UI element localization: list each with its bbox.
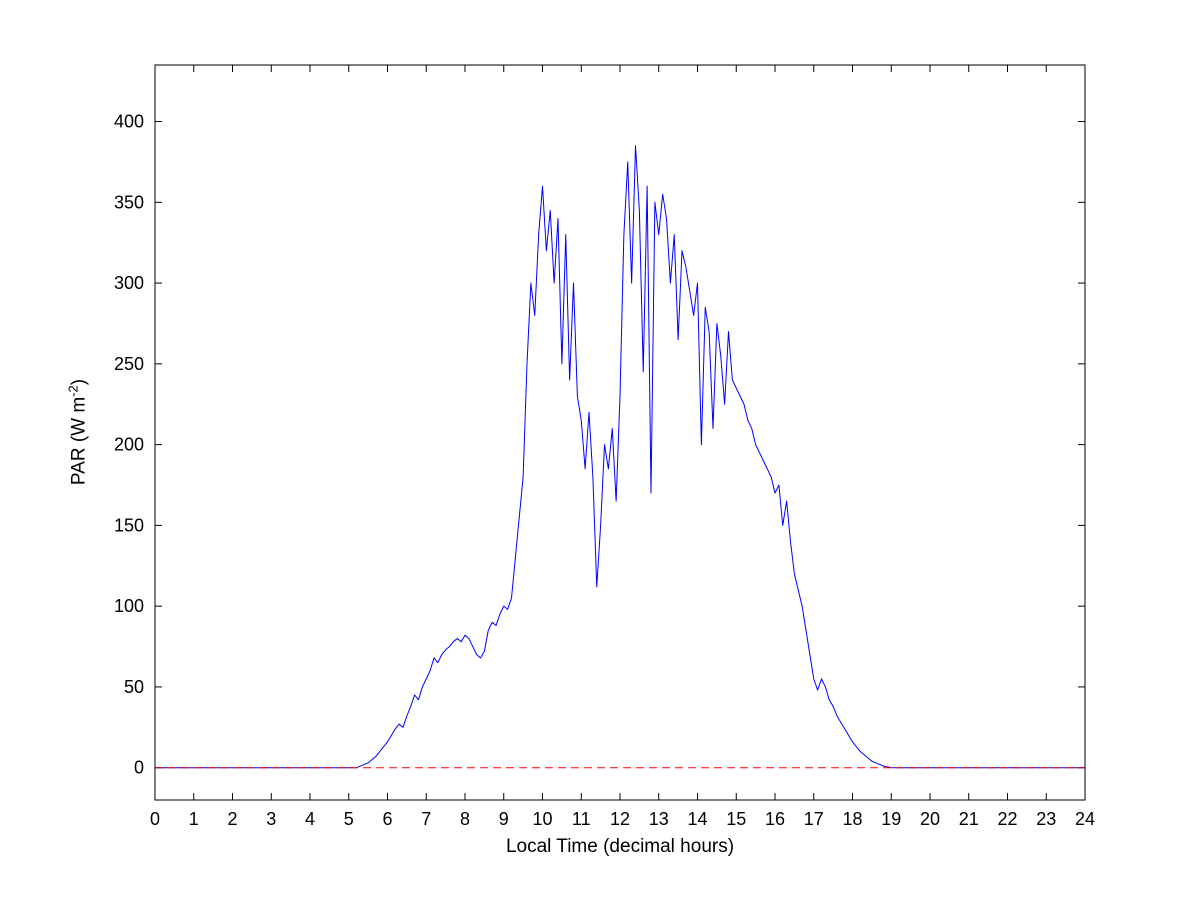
y-tick-label: 200 bbox=[114, 435, 144, 455]
x-tick-label: 19 bbox=[881, 809, 901, 829]
y-tick-label: 350 bbox=[114, 192, 144, 212]
x-tick-label: 14 bbox=[687, 809, 707, 829]
x-axis-label: Local Time (decimal hours) bbox=[505, 836, 735, 857]
x-tick-label: 16 bbox=[765, 809, 785, 829]
y-axis-label-sup: -2 bbox=[65, 385, 81, 397]
x-tick-label: 24 bbox=[1075, 809, 1095, 829]
x-tick-label: 10 bbox=[532, 809, 552, 829]
x-tick-label: 1 bbox=[189, 809, 199, 829]
x-tick-label: 23 bbox=[1036, 809, 1056, 829]
x-tick-label: 20 bbox=[920, 809, 940, 829]
y-tick-label: 400 bbox=[114, 112, 144, 132]
x-tick-label: 15 bbox=[726, 809, 746, 829]
plot-box bbox=[154, 64, 1086, 801]
x-tick-label: 8 bbox=[460, 809, 470, 829]
x-tick-label: 18 bbox=[842, 809, 862, 829]
x-tick-label: 11 bbox=[572, 809, 591, 829]
x-tick-label: 9 bbox=[499, 809, 509, 829]
y-tick-label: 300 bbox=[114, 273, 144, 293]
x-tick-label: 13 bbox=[649, 809, 669, 829]
x-tick-label: 12 bbox=[610, 809, 630, 829]
x-tick-label: 4 bbox=[305, 809, 315, 829]
x-tick-label: 22 bbox=[997, 809, 1017, 829]
x-tick-label: 6 bbox=[382, 809, 392, 829]
x-ticks: 0 1 2 3 4 5 6 7 8 9 10 11 12 13 14 15 16 17 18 19 20 21 22 23 24 bbox=[150, 65, 1095, 829]
y-tick-label: 0 bbox=[134, 758, 144, 778]
y-tick-label: 100 bbox=[114, 596, 144, 616]
y-tick-label: 250 bbox=[114, 354, 144, 374]
y-axis-label-suffix: ) bbox=[68, 378, 90, 386]
y-ticks: 0 50 100 150 200 250 300 350 400 bbox=[114, 112, 1085, 778]
x-tick-label: 5 bbox=[344, 809, 354, 829]
y-tick-label: 50 bbox=[124, 677, 144, 697]
x-tick-label: 0 bbox=[150, 809, 160, 829]
x-tick-label: 7 bbox=[421, 809, 431, 829]
y-tick-label: 150 bbox=[114, 515, 144, 535]
x-tick-label: 2 bbox=[227, 809, 237, 829]
y-axis-label: PAR (W m-2) bbox=[65, 379, 90, 485]
y-axis-label-text: PAR (W m bbox=[68, 396, 90, 486]
x-tick-label: 21 bbox=[959, 809, 979, 829]
x-tick-label: 17 bbox=[804, 809, 824, 829]
x-tick-label: 3 bbox=[266, 809, 276, 829]
plot-background bbox=[155, 65, 1085, 800]
